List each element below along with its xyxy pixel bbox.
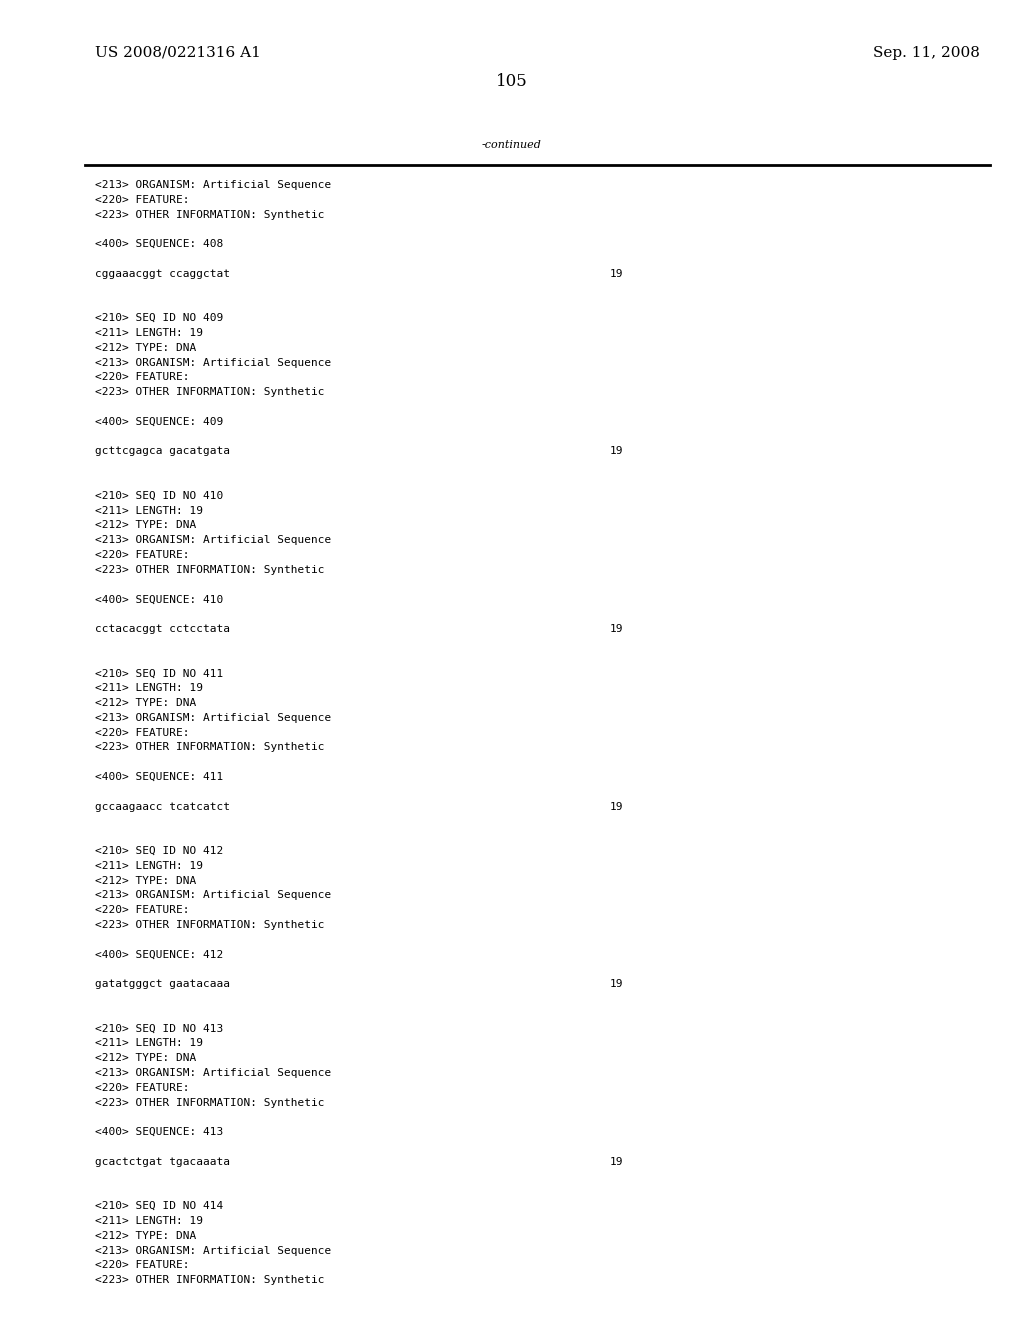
Text: <211> LENGTH: 19: <211> LENGTH: 19 [95,327,203,338]
Text: <210> SEQ ID NO 414: <210> SEQ ID NO 414 [95,1201,223,1212]
Text: <212> TYPE: DNA: <212> TYPE: DNA [95,1053,197,1063]
Text: <212> TYPE: DNA: <212> TYPE: DNA [95,1230,197,1241]
Text: <213> ORGANISM: Artificial Sequence: <213> ORGANISM: Artificial Sequence [95,358,331,367]
Text: 105: 105 [496,73,528,90]
Text: <220> FEATURE:: <220> FEATURE: [95,372,189,383]
Text: <220> FEATURE:: <220> FEATURE: [95,1082,189,1093]
Text: 19: 19 [610,269,624,279]
Text: gcttcgagca gacatgata: gcttcgagca gacatgata [95,446,230,457]
Text: <212> TYPE: DNA: <212> TYPE: DNA [95,875,197,886]
Text: cctacacggt cctcctata: cctacacggt cctcctata [95,624,230,634]
Text: cggaaacggt ccaggctat: cggaaacggt ccaggctat [95,269,230,279]
Text: gccaagaacc tcatcatct: gccaagaacc tcatcatct [95,801,230,812]
Text: <213> ORGANISM: Artificial Sequence: <213> ORGANISM: Artificial Sequence [95,180,331,190]
Text: <213> ORGANISM: Artificial Sequence: <213> ORGANISM: Artificial Sequence [95,1246,331,1255]
Text: Sep. 11, 2008: Sep. 11, 2008 [873,46,980,59]
Text: 19: 19 [610,1156,624,1167]
Text: <400> SEQUENCE: 412: <400> SEQUENCE: 412 [95,949,223,960]
Text: <223> OTHER INFORMATION: Synthetic: <223> OTHER INFORMATION: Synthetic [95,565,325,574]
Text: <210> SEQ ID NO 412: <210> SEQ ID NO 412 [95,846,223,855]
Text: <223> OTHER INFORMATION: Synthetic: <223> OTHER INFORMATION: Synthetic [95,1098,325,1107]
Text: <220> FEATURE:: <220> FEATURE: [95,1261,189,1270]
Text: <211> LENGTH: 19: <211> LENGTH: 19 [95,684,203,693]
Text: <223> OTHER INFORMATION: Synthetic: <223> OTHER INFORMATION: Synthetic [95,387,325,397]
Text: <210> SEQ ID NO 411: <210> SEQ ID NO 411 [95,668,223,678]
Text: <220> FEATURE:: <220> FEATURE: [95,906,189,915]
Text: <220> FEATURE:: <220> FEATURE: [95,727,189,738]
Text: <400> SEQUENCE: 410: <400> SEQUENCE: 410 [95,594,223,605]
Text: <223> OTHER INFORMATION: Synthetic: <223> OTHER INFORMATION: Synthetic [95,210,325,219]
Text: <212> TYPE: DNA: <212> TYPE: DNA [95,698,197,708]
Text: <211> LENGTH: 19: <211> LENGTH: 19 [95,861,203,871]
Text: <400> SEQUENCE: 408: <400> SEQUENCE: 408 [95,239,223,249]
Text: <210> SEQ ID NO 410: <210> SEQ ID NO 410 [95,491,223,500]
Text: <212> TYPE: DNA: <212> TYPE: DNA [95,520,197,531]
Text: <400> SEQUENCE: 411: <400> SEQUENCE: 411 [95,772,223,781]
Text: -continued: -continued [482,140,542,150]
Text: <220> FEATURE:: <220> FEATURE: [95,195,189,205]
Text: 19: 19 [610,979,624,989]
Text: <210> SEQ ID NO 413: <210> SEQ ID NO 413 [95,1023,223,1034]
Text: 19: 19 [610,801,624,812]
Text: <213> ORGANISM: Artificial Sequence: <213> ORGANISM: Artificial Sequence [95,535,331,545]
Text: <400> SEQUENCE: 409: <400> SEQUENCE: 409 [95,417,223,426]
Text: <211> LENGTH: 19: <211> LENGTH: 19 [95,1039,203,1048]
Text: gatatgggct gaatacaaa: gatatgggct gaatacaaa [95,979,230,989]
Text: <220> FEATURE:: <220> FEATURE: [95,550,189,560]
Text: <213> ORGANISM: Artificial Sequence: <213> ORGANISM: Artificial Sequence [95,713,331,723]
Text: <210> SEQ ID NO 409: <210> SEQ ID NO 409 [95,313,223,323]
Text: <223> OTHER INFORMATION: Synthetic: <223> OTHER INFORMATION: Synthetic [95,742,325,752]
Text: <211> LENGTH: 19: <211> LENGTH: 19 [95,1216,203,1226]
Text: US 2008/0221316 A1: US 2008/0221316 A1 [95,46,261,59]
Text: <223> OTHER INFORMATION: Synthetic: <223> OTHER INFORMATION: Synthetic [95,920,325,931]
Text: 19: 19 [610,624,624,634]
Text: <213> ORGANISM: Artificial Sequence: <213> ORGANISM: Artificial Sequence [95,1068,331,1078]
Text: <212> TYPE: DNA: <212> TYPE: DNA [95,343,197,352]
Text: <400> SEQUENCE: 413: <400> SEQUENCE: 413 [95,1127,223,1138]
Text: <223> OTHER INFORMATION: Synthetic: <223> OTHER INFORMATION: Synthetic [95,1275,325,1286]
Text: <211> LENGTH: 19: <211> LENGTH: 19 [95,506,203,516]
Text: gcactctgat tgacaaata: gcactctgat tgacaaata [95,1156,230,1167]
Text: 19: 19 [610,446,624,457]
Text: <213> ORGANISM: Artificial Sequence: <213> ORGANISM: Artificial Sequence [95,891,331,900]
